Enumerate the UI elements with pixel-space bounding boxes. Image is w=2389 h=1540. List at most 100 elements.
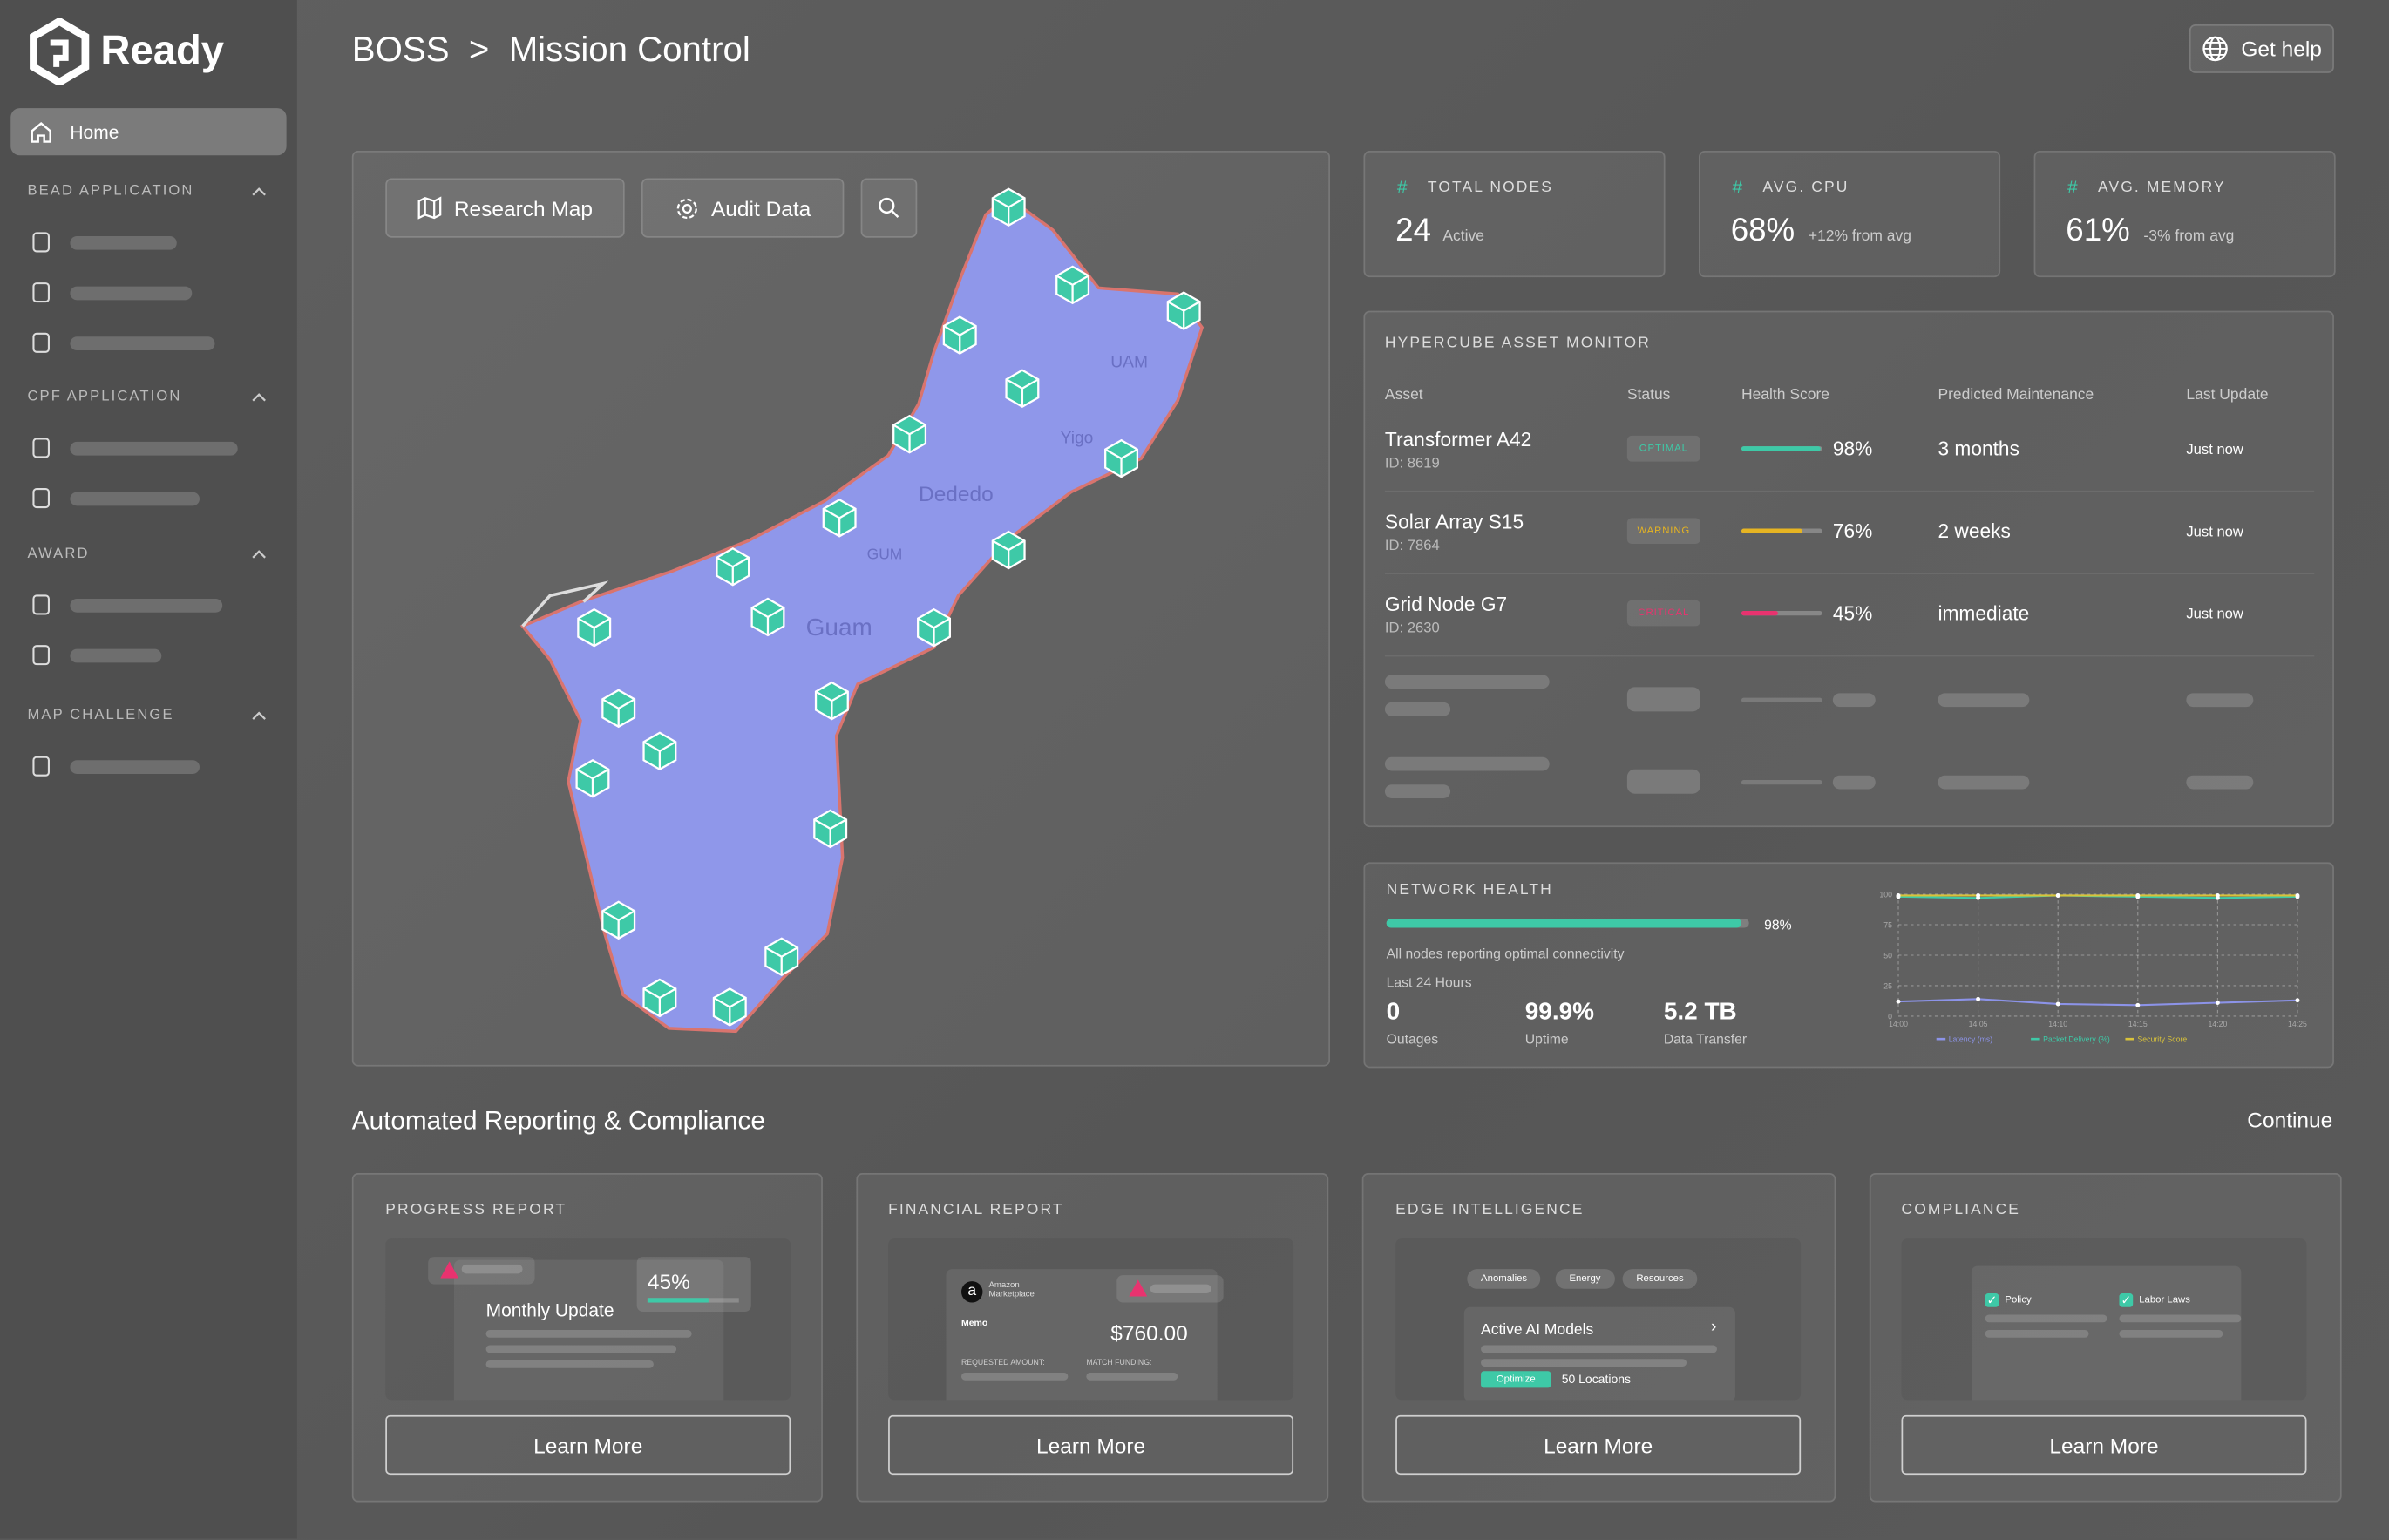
badge: Optimize: [1481, 1371, 1551, 1388]
nav-icon: [32, 645, 50, 666]
network-chart: 0 25 50 75 100 14:00 14:05 14:10 14:15 14:20 14:25…: [1879, 891, 2307, 1044]
skeleton: [1384, 756, 1550, 771]
research-map-button[interactable]: Research Map: [385, 178, 625, 238]
help-button[interactable]: Get help: [2189, 24, 2334, 73]
asset-id: ID: 7864: [1384, 538, 1440, 555]
y-tick-label: 25: [1883, 981, 1892, 990]
brand: Ready: [100, 27, 225, 73]
chevron-path: [252, 393, 266, 402]
logo-icon: [30, 17, 90, 85]
gear-icon: [676, 197, 697, 219]
x-tick-label: 14:20: [2208, 1020, 2227, 1028]
icon-shape: [32, 756, 50, 777]
stat-value: 68%: [1730, 213, 1795, 248]
learn-more-button[interactable]: Learn More: [385, 1414, 791, 1476]
tag: Resources: [1622, 1269, 1698, 1289]
amount: $760.00: [1110, 1320, 1188, 1346]
map-label: GUM: [867, 546, 903, 563]
node-marker: [1104, 439, 1139, 478]
home-nav[interactable]: Home: [10, 108, 287, 156]
col-header: Status: [1626, 386, 1671, 404]
x-tick-label: 14:00: [1889, 1020, 1908, 1028]
skeleton: [1741, 779, 1822, 785]
card-title: COMPLIANCE: [1901, 1202, 2021, 1219]
skeleton: [1832, 775, 1876, 790]
alert-icon: [1129, 1279, 1148, 1297]
point: [1976, 893, 1981, 898]
row-divider: [1384, 655, 2315, 657]
preview: a Amazon Marketplace Memo $760.00 REQUES…: [888, 1238, 1294, 1401]
tag: Anomalies: [1467, 1269, 1541, 1289]
period: Last 24 Hours: [1386, 974, 1472, 991]
learn-more-button[interactable]: Learn More: [1901, 1414, 2307, 1476]
skeleton: [1626, 687, 1700, 712]
health-label: 45%: [1832, 601, 1873, 625]
skeleton: [1384, 675, 1550, 689]
network-health: NETWORK HEALTH 98% All nodes reporting o…: [1363, 862, 2334, 1069]
fill: [647, 1298, 709, 1303]
node-marker: [575, 759, 610, 798]
health-note: All nodes reporting optimal connectivity: [1386, 946, 1625, 961]
card-title: PROGRESS REPORT: [385, 1202, 567, 1219]
metric-value: 5.2 TB: [1663, 999, 1737, 1026]
health-bar: [1386, 919, 1742, 928]
node-marker: [642, 731, 677, 770]
button-label: Research Map: [453, 195, 593, 220]
map-label: Guam: [806, 614, 872, 641]
node-marker: [764, 937, 799, 976]
x-tick-label: 14:25: [2288, 1020, 2307, 1028]
node-marker: [577, 608, 612, 648]
col-header: Predicted Maintenance: [1938, 386, 2094, 404]
skeleton: [960, 1372, 1069, 1381]
memo: Memo: [960, 1319, 988, 1329]
home-icon: [31, 121, 51, 143]
learn-more-button[interactable]: Learn More: [1395, 1414, 1802, 1476]
skeleton: [485, 1360, 654, 1368]
y-tick-label: 100: [1879, 891, 1892, 899]
stat-note: Active: [1442, 228, 1484, 246]
locations: 50 Locations: [1561, 1372, 1632, 1387]
chevron-path: [252, 187, 266, 196]
metric-value: 99.9%: [1524, 999, 1595, 1026]
x-tick-label: 14:15: [2128, 1020, 2148, 1028]
status-pill: OPTIMAL: [1626, 435, 1700, 462]
skeleton: [2186, 775, 2254, 790]
metric-label: Data Transfer: [1663, 1031, 1748, 1047]
button-label: Audit Data: [710, 195, 811, 220]
skeleton: [1086, 1372, 1178, 1381]
crumb[interactable]: BOSS: [351, 29, 450, 69]
skeleton: [485, 1345, 677, 1353]
map-label: Yigo: [1061, 430, 1094, 448]
stat-value: 61%: [2066, 213, 2130, 248]
skeleton: [1626, 769, 1700, 794]
icon-shape: [32, 282, 50, 303]
stat-label: AVG. CPU: [1762, 180, 1849, 197]
report-card: EDGE INTELLIGENCE Anomalies Energy Resourc…: [1361, 1172, 1836, 1503]
skeleton: [1384, 784, 1451, 798]
maintenance: immediate: [1938, 601, 2030, 625]
percent-chip: 45%: [636, 1257, 751, 1313]
node-marker: [750, 597, 785, 637]
separator: >: [468, 29, 490, 69]
y-tick-label: 50: [1883, 951, 1892, 960]
section-header: AWARD: [27, 545, 90, 563]
status-pill: WARNING: [1626, 518, 1700, 545]
continue-link[interactable]: Continue: [2247, 1107, 2333, 1132]
globe-icon: [2202, 36, 2228, 62]
learn-more-button[interactable]: Learn More: [888, 1414, 1294, 1476]
skeleton: [1832, 693, 1876, 708]
status-pill: CRITICAL: [1626, 600, 1700, 627]
audit-data-button[interactable]: Audit Data: [641, 178, 845, 238]
alert-chip: [1116, 1275, 1224, 1303]
checkbox: ✓: [2119, 1293, 2134, 1307]
point: [2295, 893, 2300, 898]
search-button[interactable]: [860, 178, 918, 238]
row-divider: [1384, 490, 2315, 492]
island: [519, 194, 1205, 1034]
metric-value: 0: [1386, 999, 1401, 1026]
skeleton: [70, 648, 162, 663]
checkbox: ✓: [1985, 1293, 1999, 1307]
sidebar: Ready Home BEAD APPLICATION CPF APPLICATI…: [0, 0, 297, 1539]
section-header: BEAD APPLICATION: [27, 182, 194, 200]
skeleton: [70, 336, 215, 351]
